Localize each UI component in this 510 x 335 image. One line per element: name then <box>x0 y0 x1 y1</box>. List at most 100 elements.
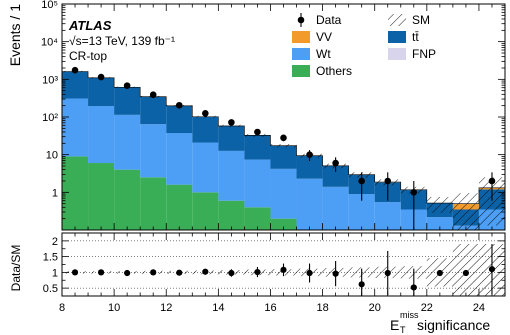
ratio-point <box>254 268 261 276</box>
legend-label-wt: Wt <box>316 47 331 61</box>
x-tick-label: 12 <box>160 302 172 314</box>
stack-bar-ttbar <box>218 126 245 151</box>
stack-bar-wt <box>270 168 297 219</box>
ratio-point <box>202 268 209 275</box>
ratio-point <box>150 269 157 276</box>
legend-swatch-others <box>292 65 310 77</box>
axes: 8 10 12 14 16 18 20 22 24 1 10 10² 10³ 10⁴ 10⁵ 0.5 1 1.5 2 <box>41 0 506 314</box>
data-point <box>228 119 235 126</box>
ratio-point <box>71 269 79 276</box>
stack-bar-ttbar <box>296 155 323 179</box>
x-axis-title-sub: T <box>400 325 406 335</box>
main-panel-fills <box>62 71 505 230</box>
x-tick-label: 22 <box>421 302 433 314</box>
ratio-tick-label: 1 <box>52 267 58 279</box>
ratio-y-axis-title: Data/SM <box>9 245 23 292</box>
legend-data-marker <box>297 16 305 24</box>
legend-swatch-vv <box>292 31 310 43</box>
ratio-point <box>410 284 417 291</box>
stack-bar-wt <box>322 186 349 230</box>
ratio-point <box>124 269 131 277</box>
data-point <box>149 91 157 99</box>
legend-label-fnp: FNP <box>412 47 436 61</box>
stack-bar-wt <box>62 98 89 157</box>
stack-bar-others <box>114 169 141 230</box>
ratio-point <box>462 269 470 277</box>
y-tick-label: 10² <box>42 112 58 124</box>
data-point <box>410 189 418 196</box>
x-tick-label: 20 <box>369 302 381 314</box>
legend-swatch-wt <box>292 48 310 60</box>
ratio-point <box>280 266 287 273</box>
data-point <box>97 73 105 81</box>
x-tick-label: 18 <box>316 302 328 314</box>
stack-bar-wt <box>244 159 271 208</box>
ratio-panel <box>62 240 505 296</box>
ratio-point <box>488 266 496 273</box>
ratio-point <box>384 269 391 277</box>
stack-bar-wt <box>114 114 141 170</box>
data-point <box>358 177 365 185</box>
stack-bar-ttbar <box>166 105 193 134</box>
legend-label-vv: VV <box>316 30 332 44</box>
stack-bar-ttbar <box>114 87 141 115</box>
experiment-label: ATLAS <box>68 18 112 33</box>
y-tick-label: 1 <box>52 187 58 199</box>
ratio-tick-label: 2 <box>52 236 58 248</box>
main-data-points <box>71 66 496 230</box>
data-point <box>123 82 131 89</box>
stack-bar-others <box>218 200 245 230</box>
legend-label-sm: SM <box>412 13 430 27</box>
stack-bar-others <box>166 184 193 230</box>
stack-bar-ttbar <box>140 96 167 125</box>
ratio-point <box>176 269 183 276</box>
data-point <box>280 134 287 142</box>
ratio-point <box>306 269 313 277</box>
data-point <box>202 110 209 117</box>
x-tick-label: 10 <box>108 302 120 314</box>
x-tick-label: 24 <box>473 302 485 314</box>
y-axis-title: Events / 1 <box>7 4 23 66</box>
legend-label-ttbar: tt̄ <box>412 30 419 44</box>
stack-bar-ttbar <box>192 116 219 143</box>
stack-bar-others <box>192 192 219 230</box>
legend-swatch-fnp <box>388 48 406 60</box>
stack-bar-others <box>244 207 271 230</box>
sm-uncertainty-band <box>426 196 453 213</box>
y-tick-label: 10⁴ <box>41 37 58 49</box>
stack-bar-wt <box>88 105 115 164</box>
legend-sm-swatch <box>388 14 406 26</box>
stack-bar-wt <box>374 202 401 230</box>
stack-bar-wt <box>140 124 167 178</box>
legend: Data SM VV tt̄ Wt FNP Others <box>292 13 436 78</box>
energy-lumi-label: √s=13 TeV, 139 fb⁻¹ <box>69 34 175 48</box>
stack-bar-others <box>62 156 89 230</box>
legend-label-data: Data <box>316 13 342 27</box>
ratio-point <box>97 269 105 276</box>
y-tick-label: 10 <box>46 150 58 162</box>
ratio-point <box>358 281 365 288</box>
stack-bar-ttbar <box>62 71 89 99</box>
stack-bar-wt <box>166 133 193 185</box>
data-point <box>175 101 183 109</box>
ratio-tick-label: 1.5 <box>43 252 58 264</box>
data-point <box>332 159 339 167</box>
stack-bar-ttbar <box>270 145 297 169</box>
x-axis-title: E T miss significance <box>390 310 490 335</box>
stack-bar-wt <box>218 150 245 201</box>
stack-bar-others <box>270 218 297 230</box>
x-axis-title-base: E <box>390 317 399 333</box>
x-axis-title-sup: miss <box>400 310 419 320</box>
stack-bar-others <box>88 163 115 230</box>
ratio-tick-label: 0.5 <box>43 283 58 295</box>
sm-uncertainty-band <box>192 115 219 118</box>
stack-bar-ttbar <box>322 166 349 187</box>
sm-uncertainty-band <box>244 133 271 137</box>
ratio-point <box>436 269 443 277</box>
stack-bar-wt <box>296 178 323 230</box>
legend-swatch-ttbar <box>388 31 406 43</box>
x-tick-label: 8 <box>59 302 65 314</box>
data-point <box>71 66 79 74</box>
